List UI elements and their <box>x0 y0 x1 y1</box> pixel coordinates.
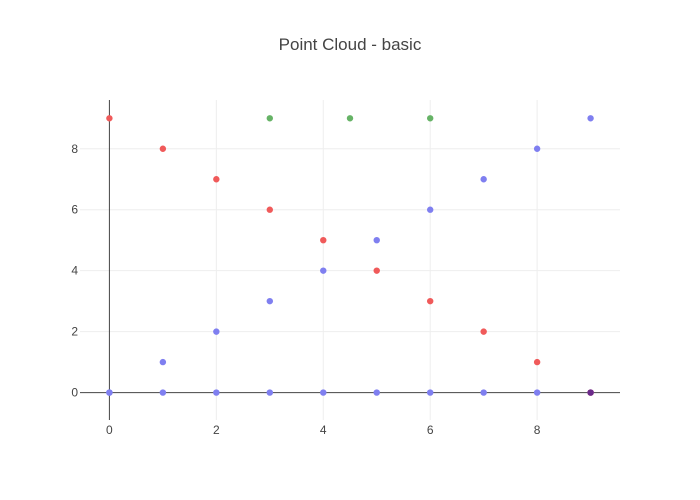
scatter-point <box>159 389 167 396</box>
scatter-point <box>159 145 167 152</box>
y-tick-label: 0 <box>71 386 78 400</box>
scatter-point <box>266 115 274 122</box>
y-tick-label: 6 <box>71 203 78 217</box>
scatter-point <box>533 358 541 366</box>
scatter-point <box>373 389 380 396</box>
tick-labels: 0 2 4 6 8 0 2 4 6 8 <box>71 142 540 437</box>
scatter-point <box>480 176 487 183</box>
y-tick-label: 2 <box>71 325 78 339</box>
scatter-point <box>533 389 541 396</box>
x-tick-label: 0 <box>106 423 113 437</box>
scatter-point <box>426 115 434 122</box>
scatter-point <box>266 389 274 396</box>
x-tick-label: 8 <box>534 423 541 437</box>
scatter-point <box>373 267 380 274</box>
y-tick-label: 4 <box>71 264 78 278</box>
scatter-point <box>480 328 487 335</box>
scatter-point <box>320 236 327 244</box>
scatter-point <box>346 115 354 122</box>
data-points <box>106 115 594 396</box>
scatter-point <box>587 389 594 396</box>
scatter-point <box>106 115 113 122</box>
scatter-point <box>320 389 327 396</box>
x-tick-label: 2 <box>213 423 220 437</box>
scatter-point <box>266 206 274 213</box>
scatter-point <box>426 206 434 213</box>
x-tick-label: 6 <box>427 423 434 437</box>
scatter-point <box>266 297 274 305</box>
scatter-point <box>320 267 327 274</box>
scatter-point <box>373 236 380 244</box>
scatter-point <box>533 145 541 152</box>
y-tick-label: 8 <box>71 142 78 156</box>
scatter-point <box>213 176 220 183</box>
scatter-point <box>106 389 113 396</box>
scatter-point <box>426 389 434 396</box>
chart-title: Point Cloud - basic <box>279 35 422 54</box>
scatter-point <box>426 297 434 305</box>
scatter-point <box>159 358 167 366</box>
scatter-point <box>213 389 220 396</box>
grid-lines <box>80 100 620 420</box>
scatter-point <box>587 115 594 122</box>
scatter-point <box>480 389 487 396</box>
x-tick-label: 4 <box>320 423 327 437</box>
scatter-point <box>213 328 220 335</box>
axes <box>80 100 620 420</box>
